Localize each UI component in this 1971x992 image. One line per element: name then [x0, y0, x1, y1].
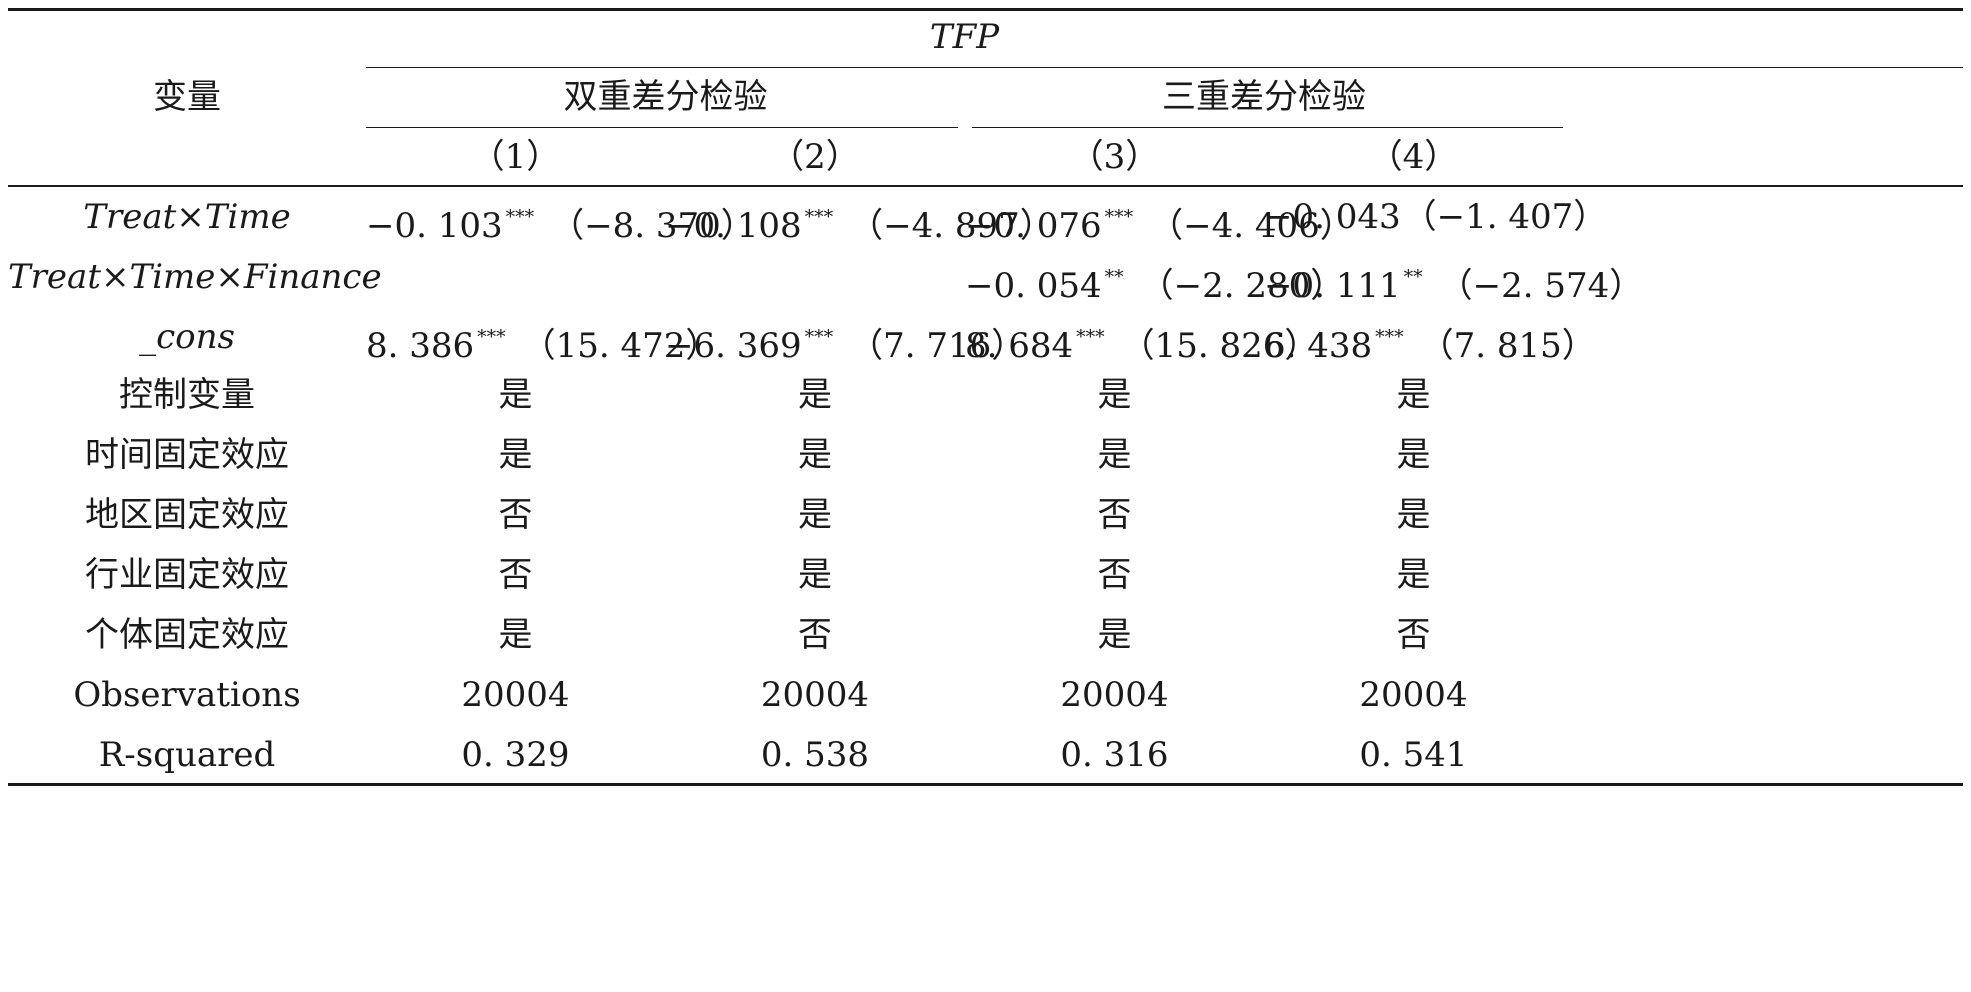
- column-header-2: （2）: [770, 137, 860, 177]
- table-cell: 是: [498, 375, 533, 415]
- dependent-variable-label: TFP: [929, 17, 1000, 57]
- coefficient: −0. 103: [366, 206, 503, 246]
- t-statistic: （−2. 280）: [1139, 266, 1345, 306]
- table-cell: 是: [798, 435, 832, 475]
- table-cell: 是: [1396, 375, 1431, 415]
- top-rule: [8, 8, 1963, 11]
- t-statistic: （−1. 407）: [1402, 197, 1608, 237]
- group-underline-ddd: [972, 127, 1563, 128]
- group-underline-did: [366, 127, 958, 128]
- table-cell: 是: [1396, 495, 1431, 535]
- table-cell: 是: [1396, 435, 1431, 475]
- coefficient: −0. 076: [965, 206, 1102, 246]
- table-cell: 否: [1396, 615, 1431, 655]
- table-cell: 是: [798, 375, 832, 415]
- row-label-treat-time: Treat×Time: [83, 197, 291, 237]
- significance-stars: ***: [477, 326, 506, 348]
- table-cell: 是: [498, 435, 533, 475]
- row-label-cons: _cons: [139, 317, 235, 357]
- bottom-rule: [8, 783, 1963, 786]
- t-statistic: （−2. 574）: [1438, 266, 1644, 306]
- coefficient: 6. 438: [1264, 326, 1373, 366]
- significance-stars: ***: [505, 206, 535, 228]
- table-cell: 20004: [461, 675, 570, 715]
- table-cell: 否: [798, 615, 832, 655]
- t-statistic: （7. 815）: [1419, 326, 1596, 366]
- t-statistic: （7. 716）: [849, 326, 1026, 366]
- coefficient: −0. 054: [965, 266, 1102, 306]
- coef-cell: 8. 386 *** （15. 472）: [366, 300, 719, 375]
- table-cell: 20004: [1060, 675, 1169, 715]
- coef-cell: −0. 076 *** （−4. 406）: [965, 180, 1354, 255]
- header-bottom-rule: [8, 185, 1963, 187]
- significance-stars: ***: [804, 206, 834, 228]
- table-cell: 否: [498, 495, 533, 535]
- coef-cell: −0. 054 ** （−2. 280）: [965, 240, 1344, 315]
- coefficient: 8. 386: [366, 326, 475, 366]
- table-cell: 是: [1396, 555, 1431, 595]
- table-cell: 0. 541: [1359, 735, 1468, 775]
- stub-header: 变量: [153, 77, 221, 117]
- table-cell: 是: [1097, 375, 1132, 415]
- t-statistic: （−8. 370）: [550, 206, 755, 246]
- coefficient: −0. 043: [1264, 197, 1401, 237]
- table-cell: 是: [1097, 435, 1132, 475]
- significance-stars: ***: [1076, 326, 1105, 348]
- table-cell: 0. 316: [1060, 735, 1169, 775]
- significance-stars: ***: [804, 326, 834, 348]
- t-statistic: （−4. 897）: [849, 206, 1054, 246]
- table-cell: 20004: [1359, 675, 1468, 715]
- coefficient: 8. 684: [965, 326, 1074, 366]
- t-statistic: （15. 826）: [1120, 326, 1319, 366]
- table-cell: 20004: [760, 675, 870, 715]
- table-cell: 否: [1097, 495, 1132, 535]
- table-cell: 是: [798, 555, 832, 595]
- row-label-industry-fe: 行业固定效应: [85, 555, 289, 595]
- table-cell: 是: [498, 615, 533, 655]
- significance-stars: **: [1403, 266, 1423, 288]
- group-header-did: 双重差分检验: [563, 77, 768, 117]
- table-cell: 否: [1097, 555, 1132, 595]
- tfp-underline: [366, 67, 1963, 68]
- column-header-1: （1）: [470, 137, 561, 177]
- t-statistic: （15. 472）: [521, 326, 720, 366]
- coef-cell: −0. 111 ** （−2. 574）: [1264, 240, 1643, 315]
- table-cell: 是: [1097, 615, 1132, 655]
- row-label-r-squared: R-squared: [98, 735, 276, 775]
- coef-cell: 8. 684 *** （15. 826）: [965, 300, 1318, 375]
- significance-stars: ***: [1375, 326, 1404, 348]
- t-statistic: （−4. 406）: [1149, 206, 1354, 246]
- row-label-treat-time-finance: Treat×Time×Finance: [8, 257, 382, 297]
- row-label-region-fe: 地区固定效应: [85, 495, 289, 535]
- coef-cell: 6. 438 *** （7. 815）: [1264, 300, 1596, 375]
- significance-stars: **: [1104, 266, 1124, 288]
- coef-cell: −0. 108 *** （−4. 897）: [665, 180, 1054, 255]
- table-cell: 0. 538: [760, 735, 870, 775]
- table-cell: 否: [498, 555, 533, 595]
- significance-stars: ***: [1104, 206, 1134, 228]
- coef-cell: −6. 369 *** （7. 716）: [665, 300, 1025, 375]
- table-cell: 是: [798, 495, 832, 535]
- table-cell: 0. 329: [461, 735, 570, 775]
- coefficient: −6. 369: [665, 326, 802, 366]
- column-header-4: （4）: [1368, 137, 1459, 177]
- row-label-individual-fe: 个体固定效应: [85, 615, 289, 655]
- row-label-time-fe: 时间固定效应: [85, 435, 289, 475]
- group-header-ddd: 三重差分检验: [1162, 77, 1366, 117]
- coef-cell: −0. 103 *** （−8. 370）: [366, 180, 755, 255]
- column-header-3: （3）: [1069, 137, 1160, 177]
- row-label-observations: Observations: [73, 675, 301, 715]
- coefficient: −0. 108: [665, 206, 802, 246]
- coef-cell: −0. 043（−1. 407）: [1264, 180, 1607, 255]
- row-label-controls: 控制变量: [119, 375, 255, 415]
- coefficient: −0. 111: [1264, 266, 1401, 306]
